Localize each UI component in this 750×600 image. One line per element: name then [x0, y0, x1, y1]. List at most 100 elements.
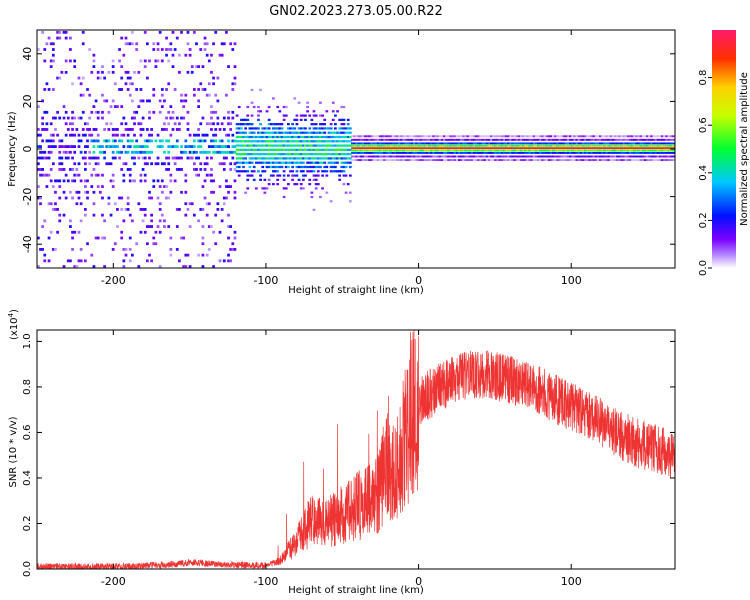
spectrogram-cell: [186, 208, 190, 211]
spectrogram-cell: [90, 110, 94, 114]
spectrogram-cell: [603, 159, 606, 162]
spectrogram-cell: [494, 138, 498, 141]
spectrogram-cell: [639, 147, 643, 150]
spectrogram-cell: [51, 162, 55, 166]
spectrogram-cell: [455, 147, 459, 150]
spectrogram-cell: [301, 153, 305, 156]
spectrogram-cell: [284, 153, 288, 156]
spectrogram-cell: [413, 142, 416, 145]
spectrogram-cell: [148, 116, 151, 120]
spectrogram-cell: [381, 151, 384, 154]
spectrogram-cell: [549, 147, 553, 150]
spectrogram-cell: [111, 150, 115, 154]
spectrogram-cell: [233, 179, 237, 183]
spectrogram-cell: [558, 151, 562, 154]
spectrogram-cell: [109, 179, 113, 183]
spectrogram-cell: [336, 144, 339, 147]
spectrogram-cell: [340, 157, 344, 160]
spectrogram-cell: [216, 208, 220, 211]
spectrogram-cell: [500, 147, 504, 150]
spectrogram-cell: [128, 179, 132, 183]
spectrogram-cell: [366, 149, 369, 152]
spectrogram-cell: [133, 70, 136, 74]
spectrogram-cell: [656, 144, 660, 147]
spectrogram-cell: [346, 148, 350, 151]
spectrogram-cell: [160, 145, 164, 148]
spectrogram-cell: [598, 144, 602, 147]
spectrogram-cell: [671, 155, 675, 158]
spectrogram-cell: [158, 265, 162, 268]
spectrogram-cell: [584, 135, 587, 138]
spectrogram-cell: [487, 138, 491, 141]
spectrogram-cell: [212, 82, 215, 86]
spectrogram-cell: [265, 135, 269, 139]
spectrogram-cell: [139, 88, 143, 91]
spectrogram-cell: [603, 142, 606, 145]
spectrogram-cell: [201, 150, 205, 154]
spectrogram-cell: [368, 151, 371, 154]
spectrogram-cell: [329, 200, 333, 203]
spectrogram-cell: [229, 122, 233, 126]
spectrogram-cell: [391, 138, 395, 141]
spectrogram-cell: [133, 145, 136, 148]
spectrogram-cell: [49, 202, 53, 206]
spectrogram-cell: [562, 142, 566, 145]
spectrogram-cell: [504, 155, 508, 158]
spectrogram-cell: [667, 147, 671, 150]
spectrogram-cell: [103, 150, 106, 154]
snr-xtick-label: -100: [253, 575, 278, 588]
spectrogram-cell: [323, 118, 327, 121]
spectrogram-cell: [287, 165, 290, 169]
snr-ytick-label: 1.0: [22, 333, 33, 349]
spectrogram-cell: [641, 135, 645, 138]
spectrogram-cell: [199, 168, 203, 171]
spectrogram-cell: [242, 148, 245, 151]
spectrogram-cell: [323, 144, 327, 147]
spectrogram-cell: [84, 122, 87, 126]
spectrogram-cell: [71, 196, 74, 200]
spectrogram-cell: [389, 159, 393, 162]
spectrogram-cell: [310, 118, 314, 121]
spectrogram-cell: [400, 142, 403, 145]
spectrogram-cell: [156, 42, 160, 46]
spectrogram-cell: [669, 149, 673, 152]
spectrogram-cell: [635, 159, 639, 162]
spectrogram-cell: [308, 140, 312, 143]
spectrogram-cell: [325, 191, 329, 194]
spectrogram-cell: [237, 161, 241, 164]
spectrogram-cell: [254, 148, 258, 151]
spectrogram-cell: [199, 139, 203, 143]
spectrogram-cell: [428, 144, 431, 147]
spectrogram-cell: [289, 127, 292, 130]
spectrogram-cell: [575, 135, 579, 138]
spectrogram-cell: [646, 149, 649, 152]
spectrogram-ytick-label: 20: [21, 94, 34, 108]
spectrogram-cell: [227, 259, 230, 263]
spectrogram-cell: [107, 70, 111, 74]
spectrogram-cell: [92, 139, 96, 143]
spectrogram-cell: [237, 174, 241, 177]
spectrogram-cell: [366, 138, 369, 141]
spectrogram-cell: [109, 162, 113, 166]
spectrogram-cell: [212, 145, 215, 148]
spectrogram-cell: [344, 127, 348, 130]
spectrogram-cell: [227, 122, 230, 126]
spectrogram-cell: [481, 151, 485, 154]
spectrogram-cell: [319, 123, 322, 126]
spectrogram-cell: [58, 116, 62, 120]
spectrogram-cell: [312, 114, 316, 117]
spectrogram-cell: [66, 145, 70, 148]
spectrogram-cell: [646, 151, 649, 154]
spectrogram-cell: [225, 145, 228, 148]
spectrogram-cell: [579, 151, 583, 154]
spectrogram-cell: [201, 88, 205, 91]
spectrogram-cell: [633, 149, 636, 152]
spectrogram-cell: [432, 149, 436, 152]
spectrogram-cell: [184, 93, 188, 97]
spectrogram-cell: [71, 116, 74, 120]
spectrogram-cell: [62, 265, 66, 268]
spectrogram-cell: [417, 149, 421, 152]
spectrogram-cell: [276, 135, 280, 139]
spectrogram-cell: [331, 157, 335, 160]
spectrogram-cell: [276, 165, 280, 169]
